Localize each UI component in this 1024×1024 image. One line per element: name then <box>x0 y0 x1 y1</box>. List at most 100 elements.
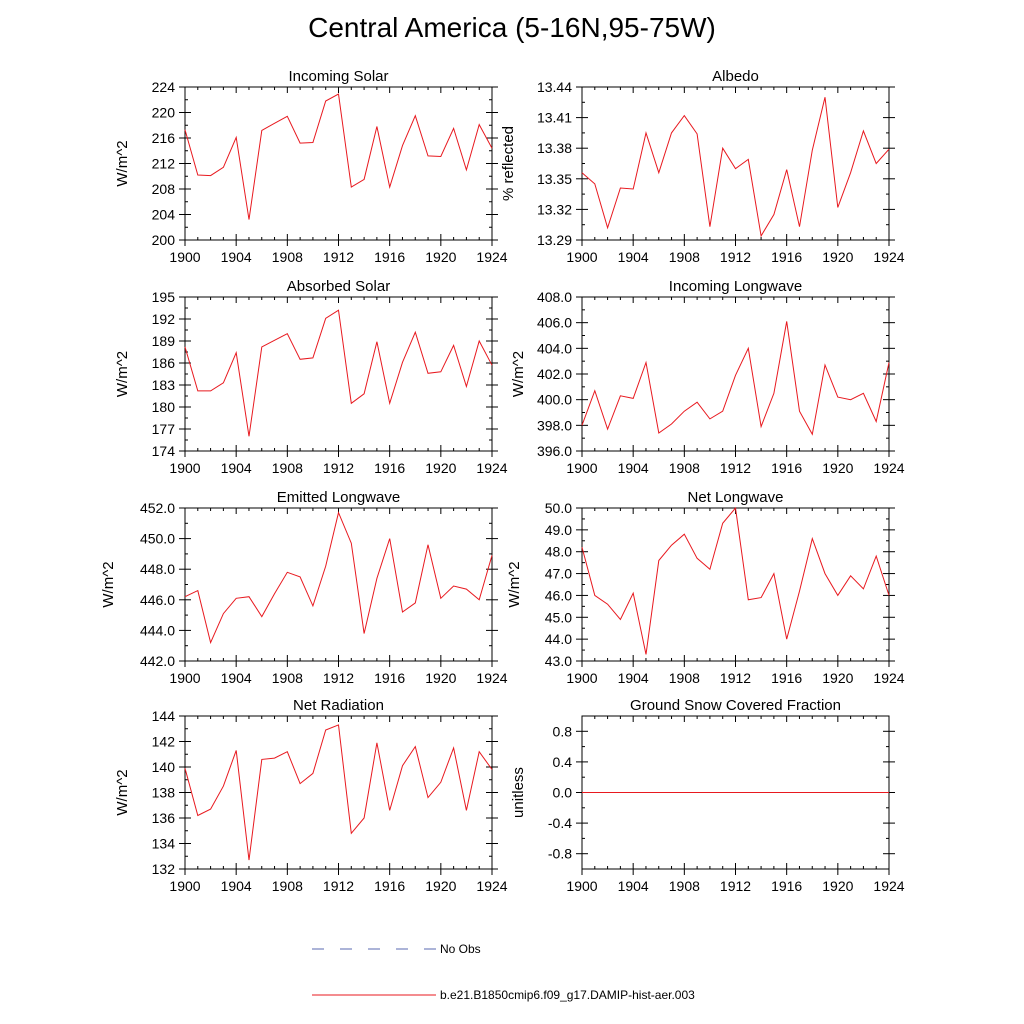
x-tick-label: 1924 <box>873 249 904 265</box>
x-tick-label: 1920 <box>822 460 853 476</box>
y-tick-label: 183 <box>152 377 176 393</box>
x-tick-label: 1908 <box>669 249 700 265</box>
y-axis-label: W/m^2 <box>114 351 131 397</box>
y-tick-label: 13.29 <box>537 232 572 248</box>
x-tick-label: 1912 <box>323 670 354 686</box>
y-tick-label: 400.0 <box>537 392 572 408</box>
x-tick-label: 1908 <box>272 878 303 894</box>
y-tick-label: 220 <box>152 105 176 121</box>
y-tick-label: 0.8 <box>553 723 573 739</box>
panel-title: Net Longwave <box>688 489 784 506</box>
x-tick-label: 1908 <box>272 670 303 686</box>
plot-frame <box>581 296 890 452</box>
x-tick-label: 1908 <box>272 460 303 476</box>
y-tick-label: 132 <box>152 861 176 877</box>
y-tick-label: 43.0 <box>545 653 572 669</box>
y-tick-label: 136 <box>152 810 176 826</box>
y-tick-label: 216 <box>152 130 176 146</box>
y-tick-label: 204 <box>152 207 176 223</box>
y-tick-label: 138 <box>152 785 176 801</box>
y-tick-label: 446.0 <box>140 592 175 608</box>
x-tick-label: 1900 <box>169 460 200 476</box>
y-tick-label: 448.0 <box>140 561 175 577</box>
series-line <box>184 93 493 220</box>
y-tick-label: 442.0 <box>140 653 175 669</box>
y-tick-label: 13.35 <box>537 171 572 187</box>
chart-panel-2: 1900 1904 1908 1912 1916 1920 1924 13.29 13.32 13… <box>500 68 905 265</box>
chart-panel-7: 1900 1904 1908 1912 1916 1920 1924 132 134 136 138… <box>114 697 508 894</box>
series-line <box>184 309 493 437</box>
x-tick-label: 1916 <box>771 878 802 894</box>
y-tick-label: 174 <box>152 443 176 459</box>
x-tick-label: 1904 <box>618 460 649 476</box>
series-line <box>581 506 890 655</box>
y-axis-label: W/m^2 <box>114 769 131 815</box>
x-tick-label: 1920 <box>425 670 456 686</box>
y-tick-label: 180 <box>152 399 176 415</box>
x-tick-label: 1924 <box>873 460 904 476</box>
y-tick-label: 177 <box>152 421 176 437</box>
x-tick-label: 1900 <box>566 670 597 686</box>
plot-frame <box>184 715 493 870</box>
panel-title: Absorbed Solar <box>287 278 390 295</box>
x-tick-label: 1912 <box>720 249 751 265</box>
x-tick-label: 1924 <box>476 460 507 476</box>
x-tick-label: 1908 <box>669 878 700 894</box>
y-axis-label: W/m^2 <box>506 561 523 607</box>
x-tick-label: 1900 <box>566 460 597 476</box>
y-tick-label: 452.0 <box>140 500 175 516</box>
x-tick-label: 1912 <box>720 878 751 894</box>
y-tick-label: 396.0 <box>537 443 572 459</box>
x-tick-label: 1912 <box>323 249 354 265</box>
chart-panel-4: 1900 1904 1908 1912 1916 1920 1924 396.0 398.0 40… <box>510 278 905 476</box>
x-tick-label: 1912 <box>720 460 751 476</box>
x-tick-label: 1920 <box>822 670 853 686</box>
y-tick-label: 140 <box>152 759 176 775</box>
x-tick-label: 1900 <box>169 249 200 265</box>
x-tick-label: 1900 <box>566 878 597 894</box>
y-tick-label: 144 <box>152 708 176 724</box>
x-tick-label: 1908 <box>272 249 303 265</box>
plot-frame <box>184 507 493 662</box>
plot-frame <box>581 507 890 662</box>
y-tick-label: 13.44 <box>537 79 572 95</box>
y-tick-label: 212 <box>152 156 176 172</box>
series-line <box>581 321 890 436</box>
y-tick-label: 0.0 <box>553 785 573 801</box>
x-tick-label: 1904 <box>221 878 252 894</box>
y-tick-label: 49.0 <box>545 522 572 538</box>
x-tick-label: 1920 <box>425 878 456 894</box>
x-tick-label: 1912 <box>323 878 354 894</box>
y-axis-label: % reflected <box>500 126 517 201</box>
y-tick-label: 47.0 <box>545 566 572 582</box>
y-tick-label: -0.4 <box>548 815 572 831</box>
series-line <box>184 510 493 645</box>
x-tick-label: 1900 <box>169 670 200 686</box>
y-tick-label: 134 <box>152 836 176 852</box>
y-tick-label: 186 <box>152 355 176 371</box>
y-tick-label: 192 <box>152 311 176 327</box>
y-tick-label: 404.0 <box>537 340 572 356</box>
x-tick-label: 1908 <box>669 670 700 686</box>
y-tick-label: 13.41 <box>537 110 572 126</box>
y-axis-label: W/m^2 <box>510 351 527 397</box>
x-tick-label: 1904 <box>618 878 649 894</box>
y-tick-label: 444.0 <box>140 622 175 638</box>
x-tick-label: 1904 <box>221 670 252 686</box>
y-tick-label: 0.4 <box>553 754 573 770</box>
y-axis-label: W/m^2 <box>100 561 117 607</box>
x-tick-label: 1904 <box>221 249 252 265</box>
y-tick-label: 13.38 <box>537 140 572 156</box>
panel-title: Net Radiation <box>293 697 384 714</box>
y-tick-label: 224 <box>152 79 176 95</box>
plot-frame <box>184 296 493 452</box>
panel-title: Ground Snow Covered Fraction <box>630 697 841 714</box>
y-tick-label: 46.0 <box>545 587 572 603</box>
y-tick-label: 13.32 <box>537 201 572 217</box>
x-tick-label: 1908 <box>669 460 700 476</box>
legend-label-model: b.e21.B1850cmip6.f09_g17.DAMIP-hist-aer.… <box>440 988 695 1002</box>
x-tick-label: 1916 <box>771 460 802 476</box>
y-tick-label: 50.0 <box>545 500 572 516</box>
chart-panel-6: 1900 1904 1908 1912 1916 1920 1924 43.0 44.0 45.0… <box>506 489 905 686</box>
y-tick-label: -0.8 <box>548 846 572 862</box>
